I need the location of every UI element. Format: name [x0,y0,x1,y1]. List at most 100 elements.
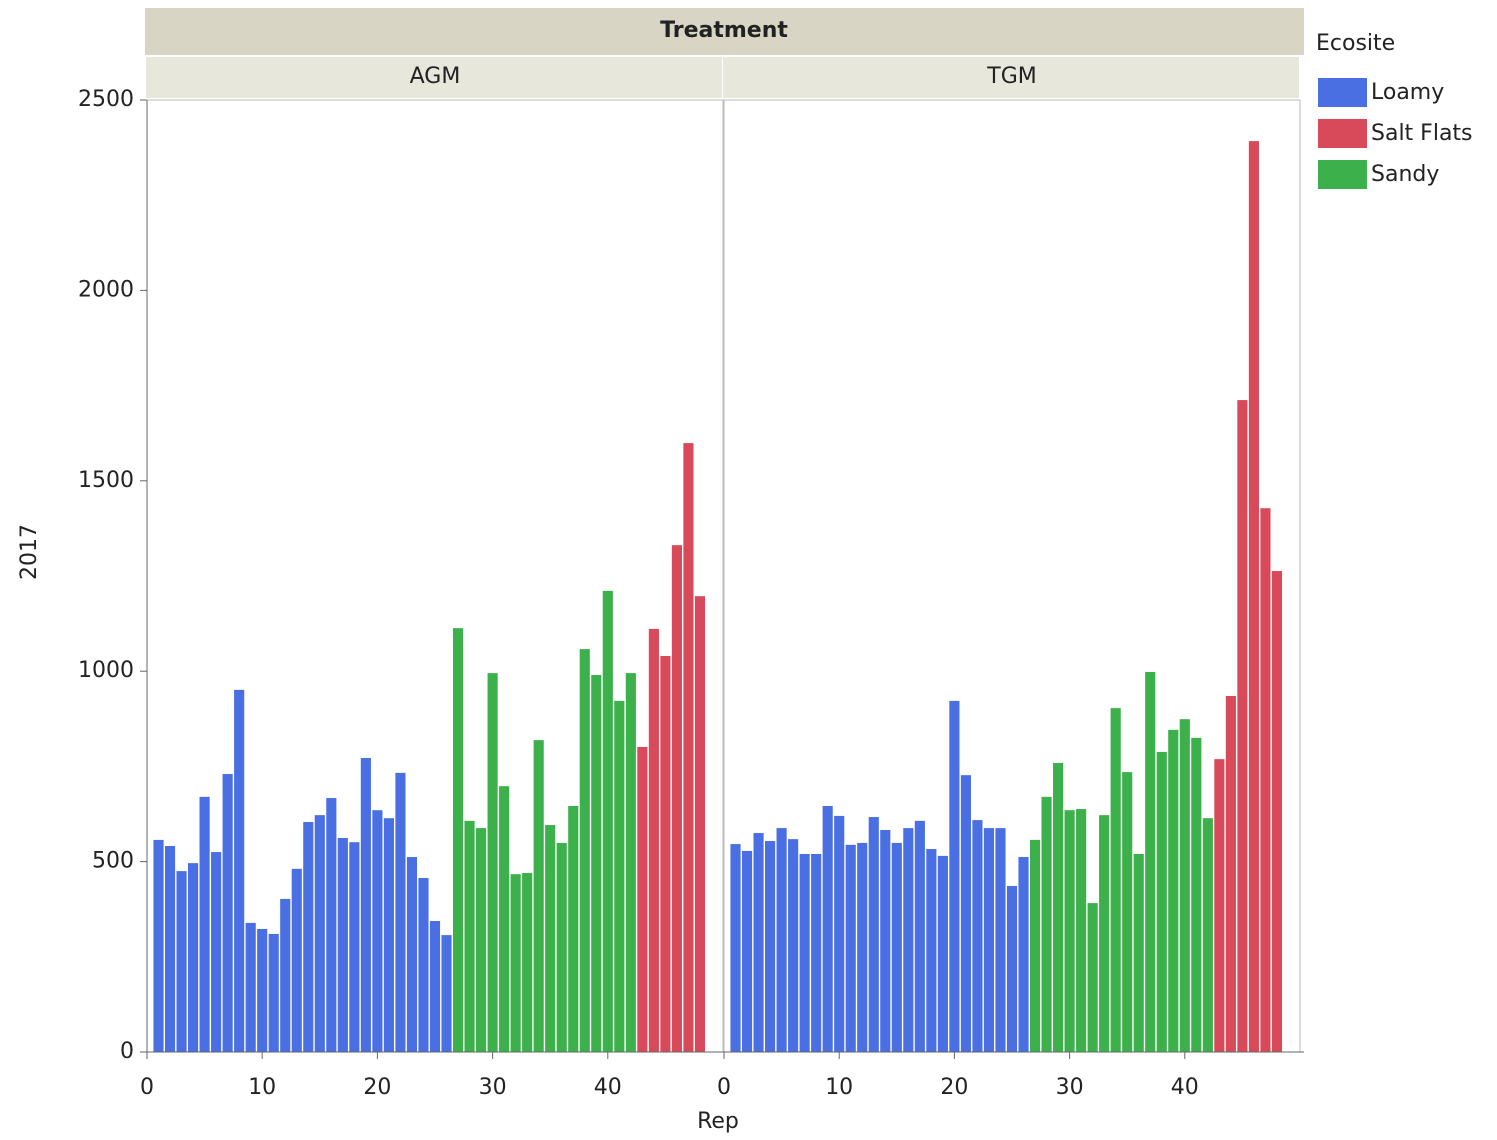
bar [983,828,995,1052]
x-tick-label: 20 [940,1075,968,1100]
bar [637,746,648,1052]
bar [1237,400,1248,1052]
bar [1191,737,1202,1052]
bar [1260,508,1271,1052]
y-tick-label: 0 [120,1039,134,1064]
legend-swatch [1318,119,1367,148]
bar [765,841,776,1052]
bar [799,853,810,1052]
bar [337,837,348,1052]
bar [545,825,556,1052]
bar [741,850,753,1052]
bar [788,839,799,1052]
bar [326,798,337,1052]
panel-frame [146,99,724,1053]
bar [903,828,914,1052]
bar [1145,671,1156,1052]
bar [834,815,845,1052]
legend-title: Ecosite [1316,31,1395,56]
legend-swatch [1318,160,1367,189]
legend-label: Salt Flats [1371,121,1473,146]
bar [199,796,210,1052]
x-tick-label: 40 [1171,1075,1199,1100]
bar [1006,885,1018,1052]
bar [395,772,406,1052]
bar [591,675,602,1052]
bar [972,820,983,1052]
bar [452,628,464,1052]
bar [625,673,636,1052]
bar [164,845,176,1052]
bar [222,774,233,1052]
bar [1271,571,1283,1052]
bar [1053,762,1064,1052]
bar [1110,708,1121,1052]
bar [280,898,291,1052]
bar [556,842,567,1052]
bar [1133,853,1144,1052]
legend-label: Loamy [1371,80,1444,105]
bar [1156,751,1167,1052]
bar [949,700,960,1052]
legend-label: Sandy [1371,162,1439,187]
bar [510,874,521,1052]
bar [314,815,325,1052]
bar [776,828,787,1052]
y-tick-label: 500 [92,849,134,874]
bar [1018,857,1029,1052]
bar [1029,839,1041,1052]
panel-title: AGM [410,64,461,89]
bar [441,935,452,1052]
x-tick-label: 10 [825,1075,853,1100]
bar [660,655,671,1052]
x-axis-label: Rep [697,1109,739,1134]
bar [499,786,510,1052]
x-tick-label: 40 [594,1075,622,1100]
bar [1225,695,1236,1052]
bar [176,871,187,1052]
bar [648,628,659,1052]
bar [614,700,625,1052]
panel-title: TGM [986,64,1036,89]
bar [683,443,694,1052]
bar [811,853,822,1052]
bar [406,857,418,1052]
bar [579,649,590,1052]
y-tick-label: 1000 [78,658,134,683]
bar [1041,796,1052,1052]
bar [245,922,256,1052]
bar [303,821,314,1052]
bar [926,849,937,1052]
bar [1179,719,1190,1052]
bar [845,844,856,1052]
bar [880,829,891,1052]
bar [234,689,245,1052]
y-tick-label: 2000 [78,277,134,302]
bar [937,855,948,1052]
bar [533,740,544,1052]
bar [753,833,764,1052]
bar [868,817,879,1052]
x-tick-label: 0 [717,1075,731,1100]
y-tick-label: 1500 [78,468,134,493]
y-axis-label: 2017 [17,524,42,580]
bar [291,868,302,1052]
bar [671,545,682,1052]
bar [1076,809,1087,1052]
x-tick-label: 10 [248,1075,276,1100]
bar [602,590,613,1052]
bar [1064,810,1075,1052]
bar [464,820,475,1052]
bar [372,810,383,1052]
panel-header [723,57,1299,98]
bar [188,863,199,1052]
bar [349,842,360,1052]
x-tick-label: 0 [140,1075,154,1100]
bar [487,673,498,1052]
bar [476,828,487,1052]
bar [153,839,164,1052]
bar [995,828,1006,1052]
bar [522,873,533,1052]
bar [383,818,394,1052]
bar [857,842,868,1052]
